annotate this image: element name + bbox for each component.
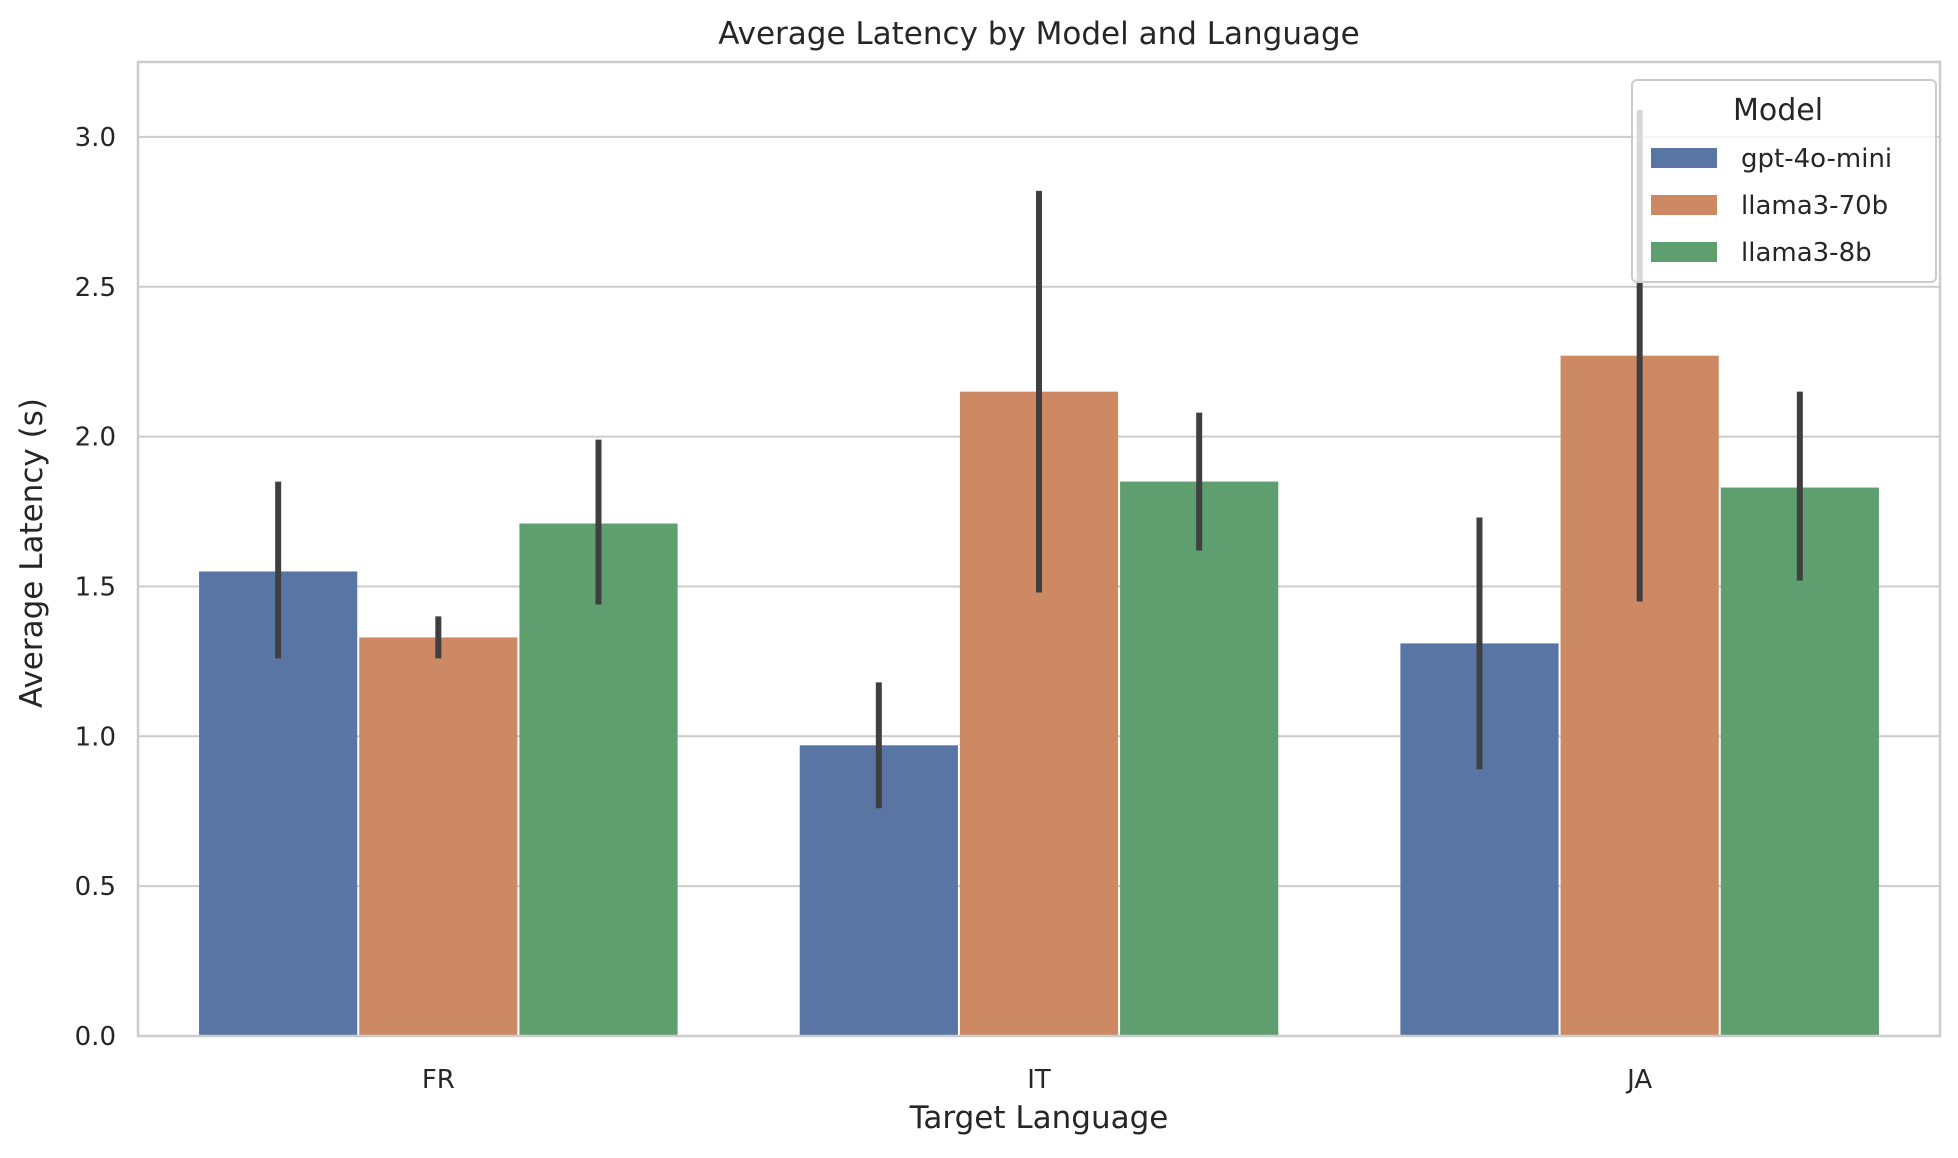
y-tick-label: 2.5: [75, 273, 116, 303]
y-tick-label: 0.0: [75, 1022, 116, 1052]
y-tick-label: 1.5: [75, 572, 116, 602]
y-tick-label: 3.0: [75, 123, 116, 153]
legend: Model gpt-4o-mini llama3-70b llama3-8b: [1631, 79, 1937, 283]
legend-label-llama3-8b: llama3-8b: [1741, 238, 1872, 268]
x-tick-label: JA: [1625, 1065, 1652, 1095]
y-tick-label: 2.0: [75, 423, 116, 453]
y-axis-label: Average Latency (s): [14, 398, 50, 708]
legend-items: gpt-4o-mini llama3-70b llama3-8b: [1651, 144, 1892, 268]
legend-swatch-llama3-8b: [1651, 242, 1717, 262]
y-tick-label: 0.5: [75, 872, 116, 902]
legend-title: Model: [1733, 93, 1823, 128]
legend-swatch-llama3-70b: [1651, 195, 1717, 215]
legend-swatch-gpt-4o-mini: [1651, 148, 1717, 168]
x-tick-label: FR: [422, 1065, 455, 1095]
legend-label-gpt-4o-mini: gpt-4o-mini: [1741, 144, 1892, 174]
bar-llama3-70b-FR: [359, 637, 518, 1036]
x-axis-label: Target Language: [909, 1100, 1169, 1136]
legend-label-llama3-70b: llama3-70b: [1741, 191, 1888, 221]
bar-llama3-8b-IT: [1120, 481, 1279, 1037]
bar-llama3-8b-FR: [519, 523, 678, 1036]
x-tick-labels: FR IT JA: [422, 1065, 1653, 1095]
y-tick-labels: 0.0 0.5 1.0 1.5 2.0 2.5 3.0: [75, 123, 116, 1052]
x-tick-label: IT: [1027, 1065, 1051, 1095]
legend-frame: [1631, 79, 1937, 283]
chart-title: Average Latency by Model and Language: [718, 16, 1360, 52]
y-tick-label: 1.0: [75, 722, 116, 752]
plot-frame: [136, 60, 1942, 1038]
